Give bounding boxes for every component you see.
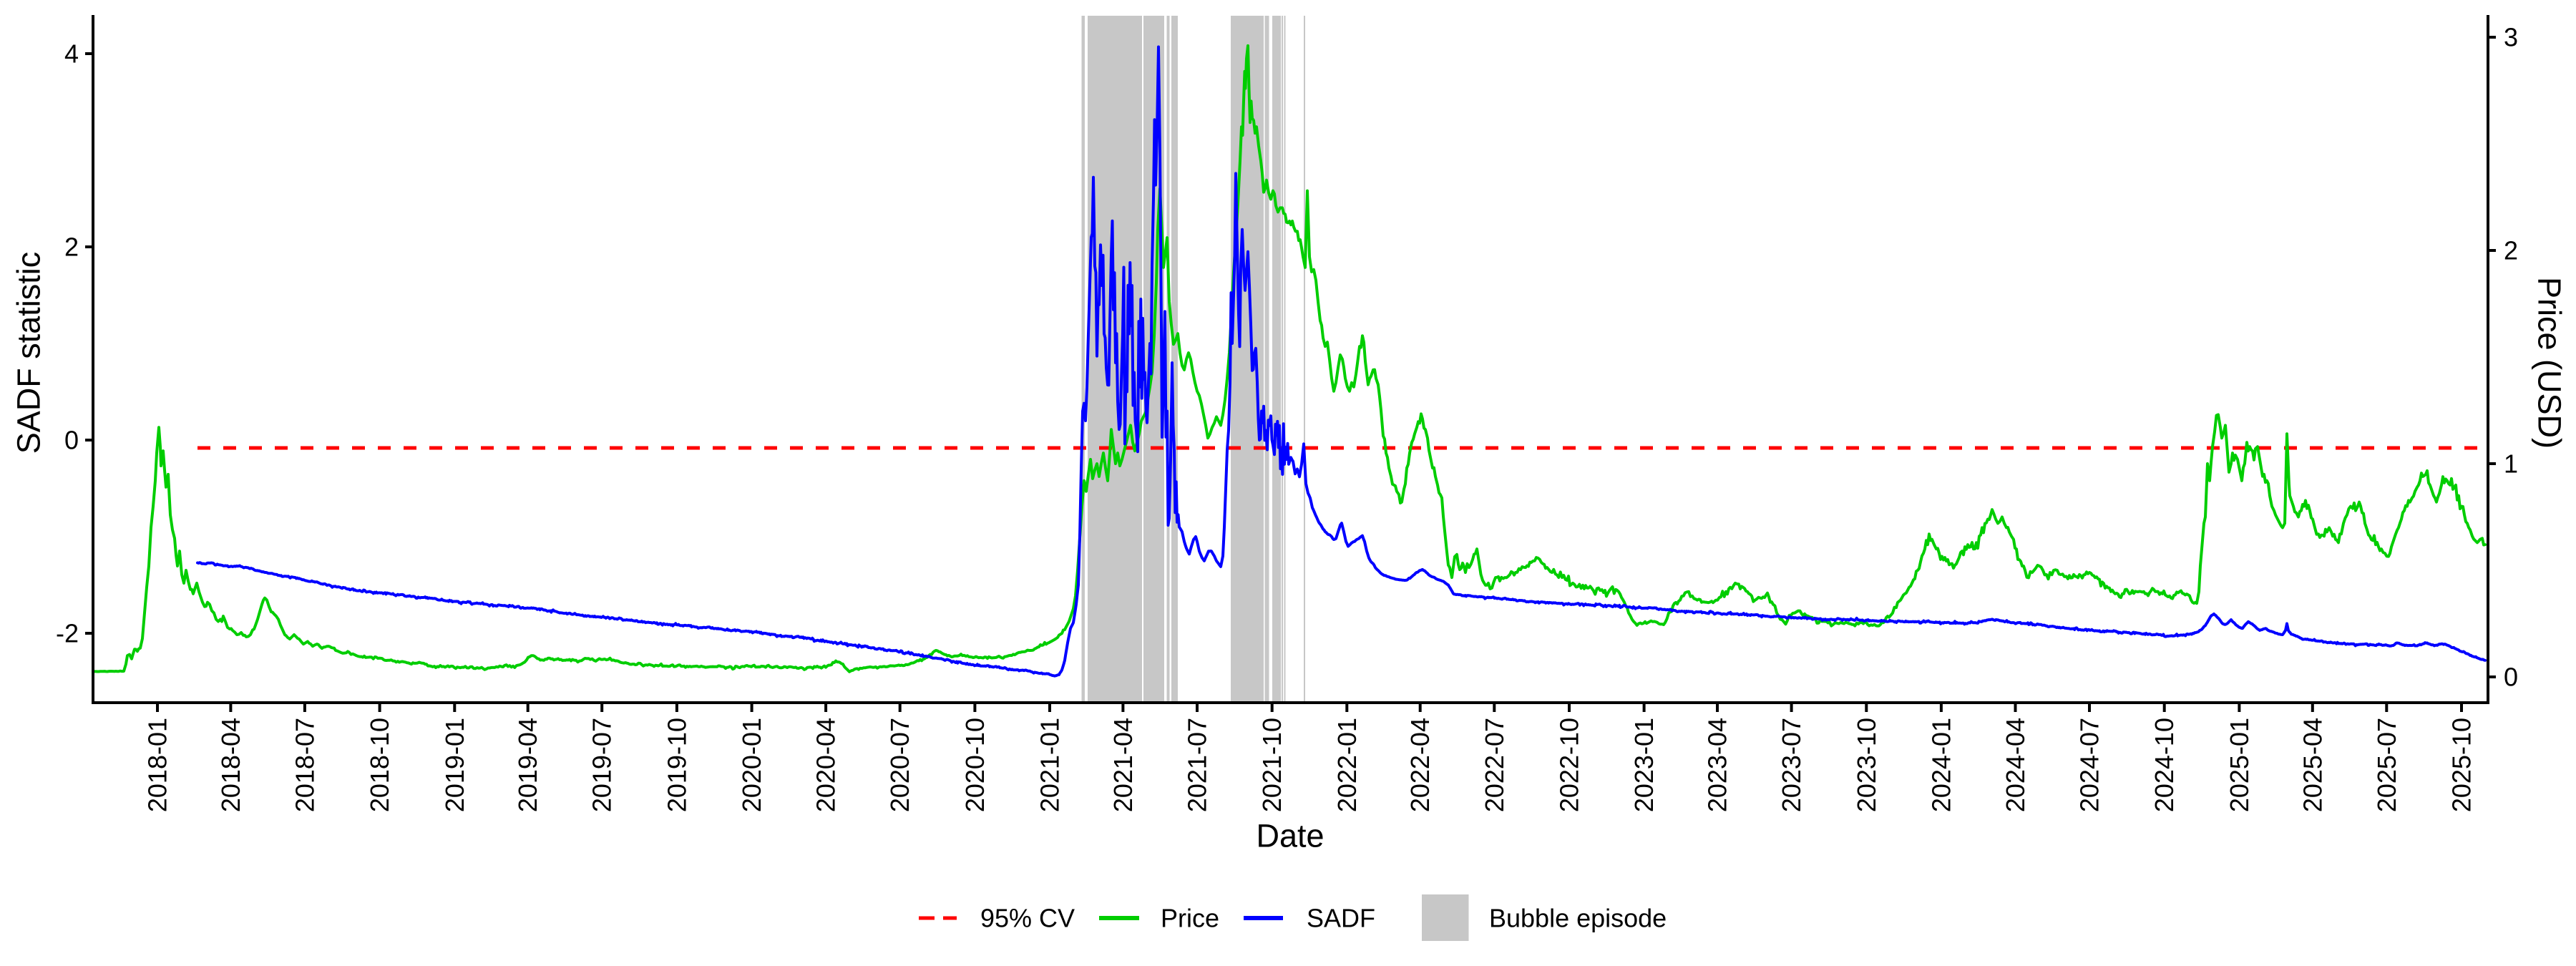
svg-text:2024-10: 2024-10: [2150, 718, 2179, 812]
svg-text:2020-10: 2020-10: [960, 718, 990, 812]
svg-text:2019-01: 2019-01: [440, 718, 469, 812]
svg-text:2021-07: 2021-07: [1183, 718, 1212, 812]
svg-text:2: 2: [2504, 236, 2518, 265]
svg-text:2021-10: 2021-10: [1257, 718, 1287, 812]
svg-text:2023-04: 2023-04: [1703, 718, 1732, 812]
svg-text:2019-10: 2019-10: [662, 718, 691, 812]
svg-text:2021-04: 2021-04: [1108, 718, 1138, 812]
svg-text:2022-01: 2022-01: [1332, 718, 1362, 812]
svg-text:2022-07: 2022-07: [1480, 718, 1509, 812]
svg-text:Price (USD): Price (USD): [2532, 277, 2568, 449]
svg-text:2018-01: 2018-01: [143, 718, 172, 812]
svg-text:2: 2: [64, 233, 79, 262]
svg-text:1: 1: [2504, 449, 2518, 479]
svg-text:3: 3: [2504, 23, 2518, 52]
svg-text:2025-04: 2025-04: [2298, 718, 2327, 812]
svg-text:2024-01: 2024-01: [1926, 718, 1956, 812]
svg-text:0: 0: [64, 426, 79, 455]
svg-text:2019-07: 2019-07: [587, 718, 617, 812]
svg-text:Date: Date: [1256, 818, 1324, 854]
svg-text:2025-10: 2025-10: [2447, 718, 2477, 812]
svg-text:2022-10: 2022-10: [1555, 718, 1584, 812]
svg-text:2024-07: 2024-07: [2075, 718, 2104, 812]
svg-text:Bubble episode: Bubble episode: [1489, 904, 1667, 933]
svg-text:2018-10: 2018-10: [365, 718, 394, 812]
svg-text:4: 4: [64, 39, 79, 69]
svg-text:2018-04: 2018-04: [216, 718, 245, 812]
svg-text:2025-01: 2025-01: [2225, 718, 2254, 812]
svg-text:2021-01: 2021-01: [1035, 718, 1065, 812]
svg-text:2025-07: 2025-07: [2372, 718, 2401, 812]
svg-text:2019-04: 2019-04: [513, 718, 542, 812]
svg-text:2024-04: 2024-04: [2001, 718, 2030, 812]
svg-text:2023-10: 2023-10: [1852, 718, 1881, 812]
svg-text:2022-04: 2022-04: [1405, 718, 1435, 812]
svg-text:2020-04: 2020-04: [811, 718, 841, 812]
svg-text:0: 0: [2504, 663, 2518, 692]
svg-text:SADF: SADF: [1307, 904, 1375, 933]
svg-text:-2: -2: [56, 619, 79, 648]
svg-text:2020-01: 2020-01: [737, 718, 766, 812]
svg-text:SADF statistic: SADF statistic: [11, 252, 47, 454]
svg-text:2018-07: 2018-07: [290, 718, 319, 812]
svg-text:2023-07: 2023-07: [1777, 718, 1806, 812]
svg-text:95% CV: 95% CV: [980, 904, 1075, 933]
svg-text:Price: Price: [1161, 904, 1219, 933]
svg-text:2023-01: 2023-01: [1629, 718, 1659, 812]
svg-text:2020-07: 2020-07: [885, 718, 914, 812]
